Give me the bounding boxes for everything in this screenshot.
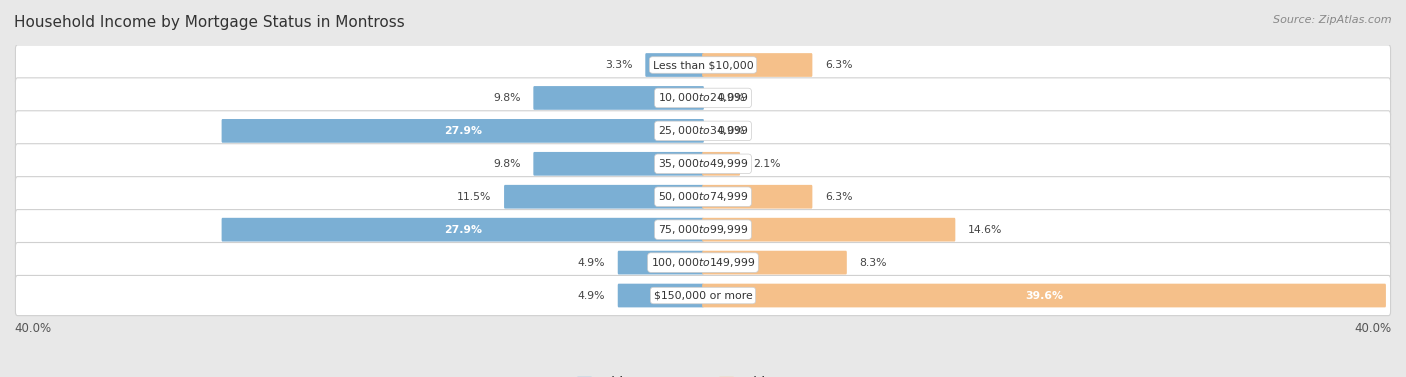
Text: 27.9%: 27.9%	[444, 225, 482, 234]
Text: $50,000 to $74,999: $50,000 to $74,999	[658, 190, 748, 203]
FancyBboxPatch shape	[15, 45, 1391, 85]
Text: $25,000 to $34,999: $25,000 to $34,999	[658, 124, 748, 137]
Text: 9.8%: 9.8%	[494, 159, 520, 169]
FancyBboxPatch shape	[15, 111, 1391, 151]
FancyBboxPatch shape	[15, 242, 1391, 283]
FancyBboxPatch shape	[505, 185, 704, 208]
FancyBboxPatch shape	[15, 144, 1391, 184]
FancyBboxPatch shape	[533, 152, 704, 176]
Text: 27.9%: 27.9%	[444, 126, 482, 136]
Text: 2.1%: 2.1%	[754, 159, 780, 169]
FancyBboxPatch shape	[15, 177, 1391, 217]
FancyBboxPatch shape	[702, 218, 955, 242]
FancyBboxPatch shape	[702, 53, 813, 77]
Text: Source: ZipAtlas.com: Source: ZipAtlas.com	[1274, 15, 1392, 25]
Text: 9.8%: 9.8%	[494, 93, 520, 103]
Text: 4.9%: 4.9%	[578, 257, 605, 268]
FancyBboxPatch shape	[617, 284, 704, 307]
FancyBboxPatch shape	[702, 185, 813, 208]
Text: Household Income by Mortgage Status in Montross: Household Income by Mortgage Status in M…	[14, 15, 405, 30]
Text: $10,000 to $24,999: $10,000 to $24,999	[658, 92, 748, 104]
FancyBboxPatch shape	[15, 78, 1391, 118]
FancyBboxPatch shape	[222, 218, 704, 242]
Text: 6.3%: 6.3%	[825, 60, 853, 70]
FancyBboxPatch shape	[702, 152, 740, 176]
FancyBboxPatch shape	[702, 251, 846, 274]
Text: 14.6%: 14.6%	[969, 225, 1002, 234]
Text: $35,000 to $49,999: $35,000 to $49,999	[658, 157, 748, 170]
Text: 40.0%: 40.0%	[14, 322, 51, 335]
Text: 8.3%: 8.3%	[859, 257, 887, 268]
FancyBboxPatch shape	[533, 86, 704, 110]
Text: 39.6%: 39.6%	[1025, 291, 1063, 300]
FancyBboxPatch shape	[15, 210, 1391, 250]
Text: $150,000 or more: $150,000 or more	[654, 291, 752, 300]
FancyBboxPatch shape	[702, 284, 1386, 307]
Text: 11.5%: 11.5%	[457, 192, 491, 202]
Text: 0.0%: 0.0%	[717, 93, 745, 103]
FancyBboxPatch shape	[15, 276, 1391, 316]
FancyBboxPatch shape	[222, 119, 704, 143]
Legend: Without Mortgage, With Mortgage: Without Mortgage, With Mortgage	[576, 376, 830, 377]
Text: Less than $10,000: Less than $10,000	[652, 60, 754, 70]
FancyBboxPatch shape	[645, 53, 704, 77]
Text: 40.0%: 40.0%	[1355, 322, 1392, 335]
Text: 6.3%: 6.3%	[825, 192, 853, 202]
Text: $100,000 to $149,999: $100,000 to $149,999	[651, 256, 755, 269]
Text: 4.9%: 4.9%	[578, 291, 605, 300]
Text: 3.3%: 3.3%	[605, 60, 633, 70]
Text: $75,000 to $99,999: $75,000 to $99,999	[658, 223, 748, 236]
FancyBboxPatch shape	[617, 251, 704, 274]
Text: 0.0%: 0.0%	[717, 126, 745, 136]
